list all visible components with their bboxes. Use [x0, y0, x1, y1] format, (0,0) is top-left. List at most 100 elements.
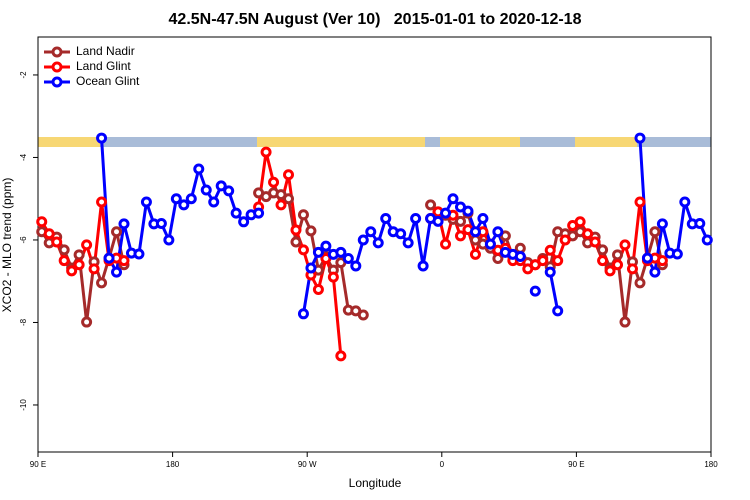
- data-point: [185, 193, 197, 205]
- data-point: [679, 196, 691, 208]
- data-point: [96, 196, 108, 208]
- y-tick-label: -8: [19, 318, 28, 326]
- data-point: [559, 234, 571, 246]
- data-point: [73, 259, 85, 271]
- series-line: [100, 137, 709, 315]
- land-ocean-strip: [38, 137, 711, 147]
- data-point: [178, 199, 190, 211]
- y-tick-label: -4: [19, 153, 28, 161]
- data-point: [425, 199, 437, 211]
- data-point: [544, 244, 556, 256]
- data-point: [335, 350, 347, 362]
- plot-frame: [37, 36, 712, 453]
- data-point: [641, 252, 653, 264]
- y-axis-label: XCO2 - MLO trend (ppm): [0, 178, 14, 313]
- x-tick-label: 90 E: [30, 460, 46, 469]
- data-point: [447, 193, 459, 205]
- data-point: [111, 226, 123, 238]
- data-point: [582, 228, 594, 240]
- x-tick-label: 90 W: [298, 460, 317, 469]
- data-point: [634, 277, 646, 289]
- data-point: [619, 316, 631, 328]
- data-point: [492, 226, 504, 238]
- data-point: [402, 237, 414, 249]
- data-point: [335, 246, 347, 258]
- data-point: [260, 146, 272, 158]
- data-point: [118, 218, 130, 230]
- data-point: [357, 309, 369, 321]
- data-point: [133, 248, 145, 260]
- data-point: [200, 184, 212, 196]
- data-point: [73, 249, 85, 261]
- data-point: [320, 240, 332, 252]
- data-point: [634, 132, 646, 144]
- data-point: [96, 132, 108, 144]
- data-point: [215, 180, 227, 192]
- data-point: [66, 265, 78, 277]
- data-point: [537, 255, 549, 267]
- data-point: [342, 253, 354, 265]
- data-point: [238, 216, 250, 228]
- data-point: [297, 209, 309, 221]
- data-point: [275, 199, 287, 211]
- y-tick-label: -6: [19, 236, 28, 244]
- data-point: [656, 218, 668, 230]
- data-point: [283, 169, 295, 181]
- data-point: [170, 193, 182, 205]
- data-point: [350, 260, 362, 272]
- data-point: [305, 262, 317, 274]
- legend-label: Land Glint: [76, 59, 131, 73]
- data-point: [619, 239, 631, 251]
- data-point: [297, 308, 309, 320]
- data-point: [694, 217, 706, 229]
- legend-label: Land Nadir: [76, 44, 135, 58]
- legend-marker: [51, 76, 63, 88]
- data-point: [612, 249, 624, 261]
- x-tick-label: 90 E: [568, 460, 584, 469]
- data-point: [417, 260, 429, 272]
- data-point: [290, 236, 302, 248]
- data-point: [649, 226, 661, 238]
- data-point: [230, 207, 242, 219]
- y-tick-label: -10: [19, 399, 28, 411]
- data-point: [604, 265, 616, 277]
- data-point: [552, 255, 564, 267]
- data-point: [634, 196, 646, 208]
- data-point: [477, 213, 489, 225]
- data-point: [469, 248, 481, 260]
- data-point: [297, 244, 309, 256]
- data-point: [589, 236, 601, 248]
- data-point: [649, 266, 661, 278]
- data-point: [372, 237, 384, 249]
- data-point: [88, 263, 100, 275]
- data-point: [574, 216, 586, 228]
- data-point: [58, 255, 70, 267]
- data-point: [208, 196, 220, 208]
- data-point: [671, 248, 683, 260]
- data-point: [96, 277, 108, 289]
- data-point: [597, 255, 609, 267]
- data-point: [268, 176, 280, 188]
- data-point: [223, 185, 235, 197]
- data-point: [701, 234, 713, 246]
- data-point: [597, 244, 609, 256]
- x-tick-label: 0: [440, 460, 445, 469]
- data-point: [111, 266, 123, 278]
- x-axis-label: Longitude: [349, 476, 402, 490]
- legend-label: Ocean Glint: [76, 74, 140, 88]
- data-point: [290, 224, 302, 236]
- x-tick-label: 180: [166, 460, 180, 469]
- legend-marker: [51, 61, 63, 73]
- data-point: [253, 207, 265, 219]
- legend-marker: [51, 46, 63, 58]
- data-point: [612, 259, 624, 271]
- data-point: [193, 163, 205, 175]
- data-point: [440, 238, 452, 250]
- data-point: [155, 217, 167, 229]
- data-point: [357, 234, 369, 246]
- data-point: [469, 226, 481, 238]
- data-point: [365, 226, 377, 238]
- data-point: [140, 196, 152, 208]
- data-point: [395, 228, 407, 240]
